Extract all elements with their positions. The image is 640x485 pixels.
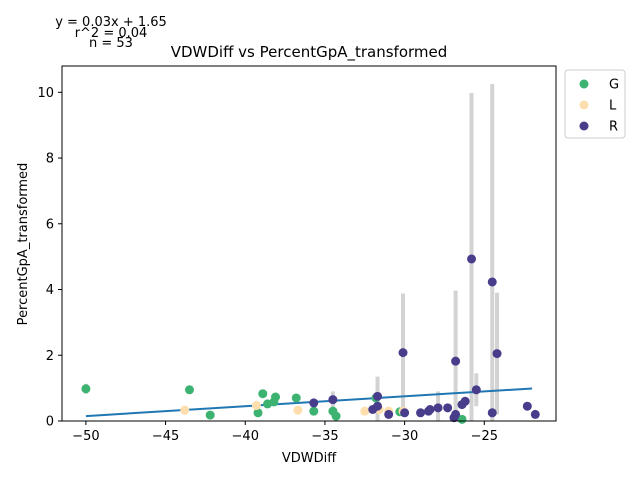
point-l-1 (251, 401, 261, 411)
legend-marker-g (579, 79, 589, 89)
point-r-17 (460, 396, 470, 406)
x-tick-label-5: −25 (471, 429, 498, 444)
legend-marker-l (579, 100, 589, 110)
legend-label-g: G (609, 78, 619, 93)
x-tick-label-0: −50 (72, 429, 99, 444)
point-r-7 (400, 408, 410, 418)
x-tick-label-1: −45 (152, 429, 179, 444)
plot-frame (61, 65, 557, 422)
y-tick-label-3: 6 (46, 217, 54, 232)
point-g-7 (271, 392, 281, 402)
y-axis-ticks: 0 2 4 6 8 10 (37, 86, 62, 430)
point-g-11 (331, 411, 341, 421)
regression-line (85, 387, 533, 418)
point-r-1 (328, 395, 338, 405)
chart-title: VDWDiff vs PercentGpA_transformed (171, 43, 448, 62)
legend-label-r: R (609, 120, 618, 135)
point-r-14 (451, 409, 461, 419)
point-r-19 (471, 385, 481, 395)
legend: GLR (564, 69, 626, 139)
point-g-4 (258, 389, 268, 399)
x-tick-label-3: −35 (311, 429, 338, 444)
point-g-2 (205, 410, 215, 420)
point-r-5 (384, 409, 394, 419)
x-tick-label-2: −40 (232, 429, 259, 444)
regression-layer (85, 387, 533, 418)
legend-label-l: L (609, 99, 617, 114)
point-l-2 (293, 405, 303, 415)
point-r-12 (443, 403, 453, 413)
y-tick-label-1: 2 (46, 349, 54, 364)
point-g-9 (309, 406, 319, 416)
data-points (81, 254, 540, 424)
y-tick-label-4: 8 (46, 152, 54, 167)
point-g-0 (81, 384, 91, 394)
point-r-0 (309, 398, 319, 408)
point-r-23 (522, 401, 532, 411)
point-r-20 (487, 277, 497, 287)
x-axis-ticks: −50 −45 −40 −35 −30 −25 (72, 421, 498, 444)
y-tick-label-2: 4 (46, 283, 54, 298)
point-r-24 (530, 409, 540, 419)
y-axis-label: PercentGpA_transformed (16, 163, 31, 326)
regression-r2: r^2 = 0.04 (75, 26, 148, 41)
point-r-8 (416, 408, 426, 418)
point-r-11 (433, 403, 443, 413)
y-tick-label-5: 10 (37, 86, 54, 101)
point-l-0 (180, 405, 190, 415)
y-tick-label-0: 0 (46, 415, 54, 430)
point-r-3 (373, 401, 383, 411)
point-g-1 (184, 385, 194, 395)
legend-box (564, 69, 626, 139)
point-r-15 (451, 356, 461, 366)
point-r-6 (398, 348, 408, 358)
point-r-4 (373, 391, 383, 401)
x-axis-label: VDWDiff (282, 451, 337, 466)
x-tick-label-4: −30 (391, 429, 418, 444)
point-g-3 (253, 408, 263, 418)
legend-items: GLR (579, 78, 619, 135)
point-r-22 (492, 349, 502, 359)
point-g-14 (457, 414, 467, 424)
legend-marker-r (579, 121, 589, 131)
point-l-3 (360, 406, 370, 416)
point-g-8 (291, 393, 301, 403)
sample-count: n = 53 (89, 36, 133, 51)
point-r-21 (487, 408, 497, 418)
regression-equation: y = 0.03x + 1.65 (55, 15, 167, 30)
point-r-10 (425, 404, 435, 414)
point-r-18 (467, 254, 477, 264)
